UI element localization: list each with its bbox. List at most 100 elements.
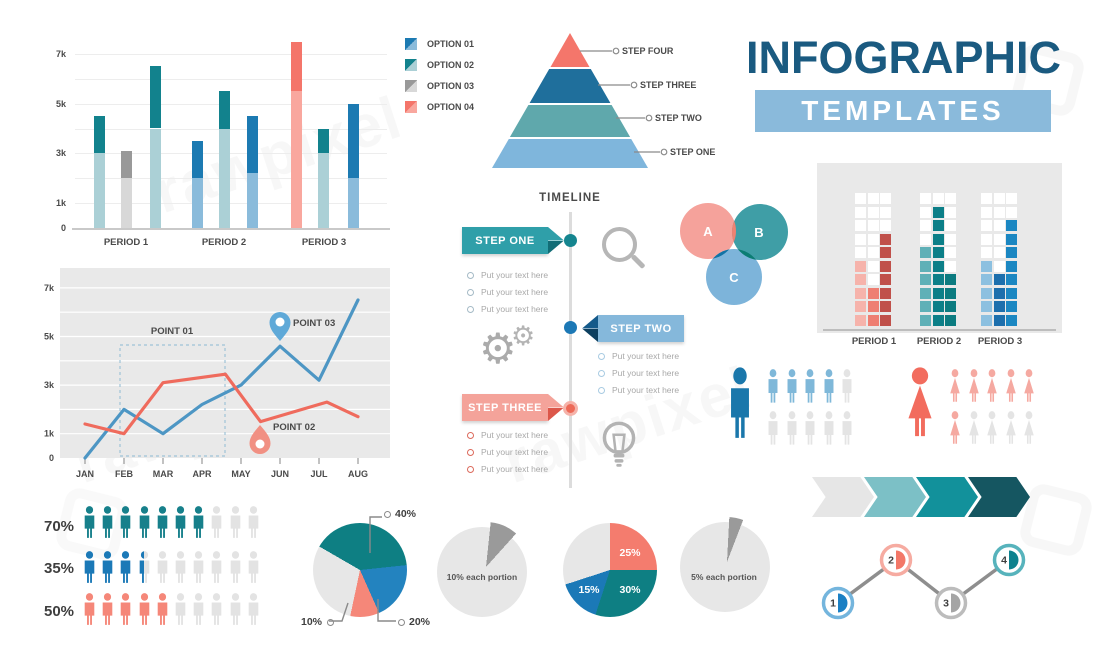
zigzag-process: 1 2 3 4	[821, 543, 1026, 620]
unit-square-filled	[1006, 314, 1018, 326]
unit-square-filled	[945, 314, 957, 326]
bullet-placeholder-text: Put your text here	[481, 447, 549, 457]
unit-square-empty	[993, 233, 1005, 245]
pictograph-person	[209, 551, 224, 586]
pictograph-person	[948, 369, 962, 406]
female-figure-icon	[950, 411, 960, 444]
bullet-circle-icon	[467, 432, 474, 439]
bar-segment-top	[192, 141, 203, 179]
unit-square-filled	[1006, 220, 1018, 232]
bullet-placeholder-text: Put your text here	[612, 351, 680, 361]
timeline-step-one-banner: STEP ONE	[462, 227, 564, 254]
magnifier-handle-icon	[630, 254, 646, 270]
x-axis-label-period2: PERIOD 2	[201, 237, 247, 248]
pyramid-layer	[550, 33, 590, 67]
y-tick-label: 1k	[55, 198, 66, 209]
process-node-number: 2	[888, 555, 894, 567]
process-node-number: 4	[1001, 555, 1007, 567]
process-node-number: 1	[830, 598, 836, 610]
unit-square-empty	[1006, 193, 1018, 204]
bullet-circle-icon	[598, 387, 605, 394]
pictograph-person	[246, 593, 261, 628]
pyramid-label-step-four: STEP FOUR	[622, 46, 674, 56]
x-tick-label: JUL	[310, 469, 328, 479]
x-tick-label: FEB	[115, 469, 134, 479]
legend-label: OPTION 02	[427, 60, 475, 70]
unit-square-filled	[1006, 247, 1018, 259]
pictograph-person	[155, 506, 170, 541]
pictograph-person	[1022, 369, 1036, 406]
bar-segment-base	[150, 128, 161, 228]
pictograph-person	[840, 369, 854, 406]
female-figure-icon	[968, 369, 979, 402]
gridline	[75, 203, 387, 205]
legend-swatch-icon	[405, 59, 417, 71]
bar-segment-top	[150, 66, 161, 129]
pictograph-person	[155, 593, 170, 628]
pictograph-person	[803, 369, 817, 406]
banner-arrow	[548, 227, 564, 241]
bar-segment-base	[219, 128, 230, 228]
percent-row-label-3: 50%	[44, 603, 75, 620]
unit-square-empty	[855, 220, 866, 232]
unit-chart-label-period3: PERIOD 3	[977, 336, 1023, 347]
pin-center	[275, 317, 285, 327]
bullet-placeholder-text: Put your text here	[481, 287, 549, 297]
pictograph-person	[118, 551, 133, 586]
pictograph-person	[985, 369, 999, 406]
bullet-circle-icon	[467, 466, 474, 473]
pictograph-person	[766, 369, 780, 406]
unit-square-empty	[945, 206, 957, 218]
venn-label-a: A	[703, 224, 713, 239]
unit-square-empty	[920, 220, 931, 232]
pictograph-person	[209, 593, 224, 628]
pictograph-person	[803, 411, 817, 448]
unit-square-filled	[1006, 274, 1018, 286]
y-tick-label: 1k	[44, 429, 55, 439]
unit-square-filled	[867, 314, 879, 326]
process-node-half	[1009, 550, 1019, 570]
venn-set-a	[680, 203, 736, 259]
unit-square-filled	[855, 301, 866, 313]
pyramid-label-step-two: STEP TWO	[655, 113, 702, 123]
male-figure-icon	[805, 411, 815, 445]
banner-arrow	[548, 394, 564, 408]
pie2-center-label: 10% each portion	[446, 572, 518, 582]
unit-square-filled	[993, 287, 1005, 299]
unit-square-filled	[932, 314, 944, 326]
pictograph-person	[118, 593, 133, 628]
unit-square-filled	[855, 260, 866, 272]
timeline-step-label: STEP TWO	[610, 322, 672, 335]
leader-dot	[630, 81, 638, 89]
pictograph-person	[137, 593, 152, 628]
process-node-half	[896, 550, 906, 570]
unit-square-filled	[932, 301, 944, 313]
bullet-placeholder-text: Put your text here	[481, 464, 549, 474]
unit-square-filled	[981, 274, 992, 286]
timeline-dot-3	[563, 401, 578, 416]
male-figure-icon	[230, 593, 240, 625]
unit-square-filled	[932, 287, 944, 299]
unit-square-empty	[867, 274, 879, 286]
magnifier-icon	[602, 227, 637, 262]
pictograph-person	[766, 411, 780, 448]
process-node-half	[838, 593, 848, 613]
unit-square-filled	[932, 260, 944, 272]
pictograph-person	[228, 551, 243, 586]
pie-chart-1	[313, 523, 407, 617]
unit-square-filled	[981, 287, 992, 299]
timeline-step-label: STEP ONE	[475, 234, 535, 247]
annotation-point-03: POINT 03	[293, 318, 336, 329]
female-figure-icon	[968, 411, 979, 444]
axis-line	[823, 329, 1056, 331]
unit-square-filled	[867, 301, 879, 313]
unit-square-empty	[981, 206, 992, 218]
male-figure-icon	[787, 411, 797, 445]
y-tick-label: 5k	[55, 98, 66, 109]
unit-square-empty	[945, 260, 957, 272]
unit-square-empty	[920, 206, 931, 218]
pictograph-person	[785, 411, 799, 448]
annotation-point-01: POINT 01	[150, 326, 194, 337]
gridline	[75, 103, 387, 105]
